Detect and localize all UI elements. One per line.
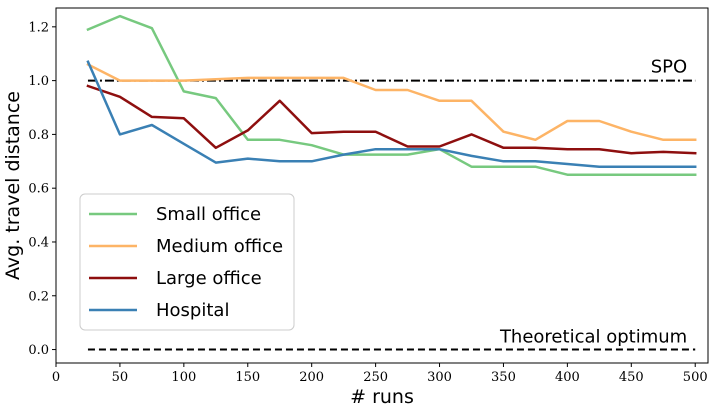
- legend: Small office Medium office Large office Hos…: [79, 193, 295, 331]
- y-tick-label: 0.2: [28, 289, 49, 304]
- legend-box: [79, 193, 295, 331]
- legend-label: Small office: [156, 204, 261, 225]
- y-tick-label: 0.0: [28, 343, 49, 358]
- y-axis-label: Avg. travel distance: [2, 91, 24, 280]
- y-tick-label: 0.6: [28, 182, 49, 197]
- x-tick-label: 400: [555, 370, 580, 385]
- legend-label: Medium office: [156, 236, 283, 257]
- x-tick-label: 150: [235, 370, 260, 385]
- y-tick-label: 1.2: [28, 20, 49, 35]
- y-tick-label: 0.8: [28, 128, 49, 143]
- y-tick-label: 0.4: [28, 235, 49, 250]
- x-tick-label: 450: [619, 370, 644, 385]
- legend-label: Hospital: [156, 300, 229, 321]
- spo-label: SPO: [651, 57, 687, 78]
- x-tick-label: 250: [363, 370, 388, 385]
- x-tick-label: 200: [299, 370, 324, 385]
- theoretical-optimum-label: Theoretical optimum: [499, 327, 687, 348]
- x-tick-label: 0: [52, 370, 60, 385]
- x-tick-label: 50: [112, 370, 129, 385]
- axes-layer: 0 50 100 150 200 250 300 350 400 450 500 0.0 0.2 0.4 0…: [28, 7, 709, 385]
- legend-label: Large office: [156, 268, 262, 289]
- y-tick-label: 1.0: [28, 74, 49, 89]
- reference-lines-layer: [87, 79, 696, 351]
- x-axis-label: # runs: [350, 386, 414, 408]
- series-line-large-office: [86, 84, 697, 155]
- x-tick-label: 100: [171, 370, 196, 385]
- x-tick-label: 350: [491, 370, 516, 385]
- series-line-medium-office: [86, 62, 697, 142]
- series-line-hospital: [86, 60, 697, 168]
- x-tick-label: 500: [683, 370, 708, 385]
- series-line-small-office: [86, 14, 697, 176]
- series-layer: [86, 14, 697, 176]
- plot-frame: [55, 7, 709, 364]
- x-tick-label: 300: [427, 370, 452, 385]
